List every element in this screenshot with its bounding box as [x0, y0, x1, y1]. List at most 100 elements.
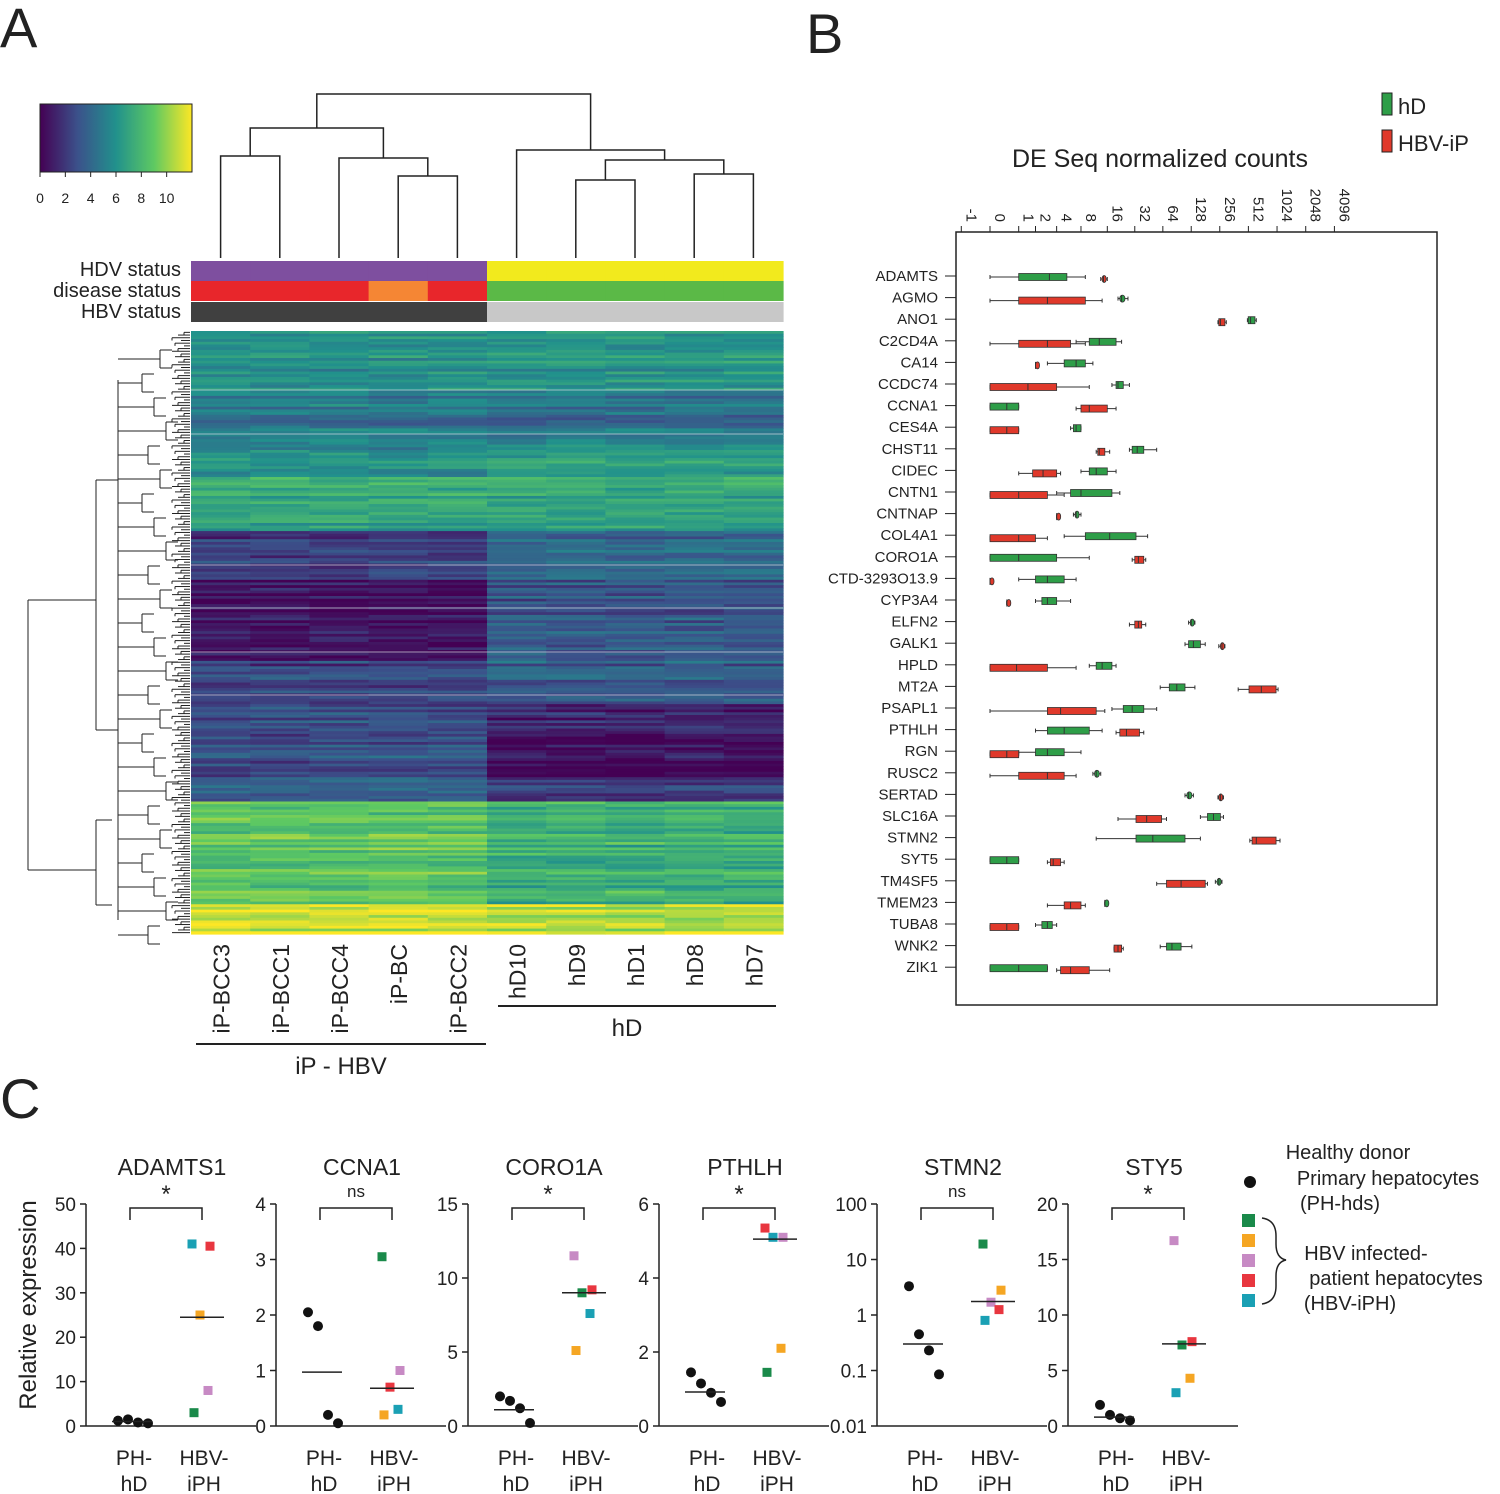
heatmap-cell: [723, 528, 784, 532]
heatmap-cell: [546, 852, 606, 857]
dotplot-category-label: PH-: [306, 1447, 342, 1470]
heatmap-cell: [546, 744, 606, 749]
heatmap-cell: [723, 855, 784, 859]
heatmap-cell: [191, 460, 251, 465]
heatmap-cell: [309, 612, 370, 616]
heatmap-cell: [250, 796, 310, 800]
heatmap-cell: [605, 858, 666, 862]
heatmap-cell: [191, 806, 251, 811]
heatmap-cell: [605, 558, 666, 562]
heatmap-cell: [546, 501, 606, 505]
heatmap-cell: [723, 833, 784, 838]
heatmap-cell: [250, 779, 310, 784]
heatmap-cell: [368, 404, 429, 408]
heatmap-cell: [191, 793, 251, 797]
heatmap-cell: [191, 723, 251, 727]
heatmap-cell: [605, 352, 666, 356]
heatmap-cell: [309, 755, 370, 759]
heatmap-cell: [723, 709, 784, 713]
heatmap-cell: [309, 501, 370, 505]
box-hd: [1111, 381, 1130, 389]
heatmap-cell: [368, 796, 429, 800]
heatmap-cell: [250, 482, 310, 486]
heatmap-cell: [427, 893, 488, 897]
heatmap-cell: [723, 579, 784, 584]
heatmap-cell: [309, 744, 370, 749]
heatmap-cell: [191, 371, 251, 375]
heatmap-cell: [250, 431, 310, 435]
heatmap-cell: [546, 671, 606, 676]
heatmap-cell: [427, 717, 488, 721]
heatmap-cell: [191, 782, 251, 786]
box-hd: [1034, 726, 1103, 735]
heatmap-cell: [191, 906, 251, 911]
row-dendrogram-link: [159, 469, 172, 489]
heatmap-cell: [546, 698, 606, 703]
heatmap-cell: [546, 839, 606, 843]
heatmap-cell: [605, 877, 666, 881]
heatmap-cell: [191, 525, 251, 529]
heatmap-cell: [723, 414, 784, 419]
dotplot-category-label: hD: [121, 1473, 148, 1494]
heatmap-cell: [605, 331, 666, 335]
heatmap-cell: [664, 785, 725, 789]
heatmap-cell: [427, 825, 488, 830]
heatmap-cell: [487, 793, 547, 797]
group-label-hd: hD: [612, 1015, 643, 1042]
heatmap-cell: [664, 566, 725, 570]
heatmap-cell: [427, 336, 488, 340]
heatmap-cell: [664, 712, 725, 716]
sample-label: hD9: [564, 944, 590, 986]
heatmap-cell: [546, 517, 606, 521]
gene-label: CYP3A4: [880, 592, 938, 609]
ph-point: [924, 1345, 934, 1356]
heatmap-cell: [368, 831, 429, 835]
heatmap-cell: [487, 558, 547, 562]
heatmap-cell: [191, 674, 251, 678]
heatmap-cell: [191, 852, 251, 857]
dotplot-category-label: HBV-: [369, 1447, 418, 1470]
heatmap-cell: [546, 801, 606, 805]
heatmap-cell: [723, 347, 784, 351]
heatmap-cell: [487, 360, 547, 365]
heatmap-cell: [664, 714, 725, 719]
heatmap-cell: [546, 495, 606, 500]
heatmap-cell: [605, 717, 666, 721]
dotplot-y-tick-label: 1: [255, 1362, 266, 1383]
heatmap-cell: [309, 720, 370, 724]
box-body: [989, 856, 1020, 865]
heatmap-cell: [605, 725, 666, 730]
heatmap-cell: [605, 844, 666, 849]
heatmap-cell: [309, 490, 370, 494]
heatmap-cell: [191, 385, 251, 389]
heatmap-cell: [427, 660, 488, 665]
heatmap-cell: [546, 877, 606, 881]
heatmap-cell: [546, 371, 606, 375]
heatmap-cell: [250, 414, 310, 419]
heatmap-cell: [664, 812, 725, 816]
heatmap-cell: [191, 644, 251, 648]
box-hd: [1095, 834, 1201, 843]
heatmap-cell: [368, 552, 429, 557]
heatmap-cell: [427, 925, 488, 930]
heatmap-cell: [546, 601, 606, 605]
heatmap-cell: [723, 882, 784, 886]
gene-label: CIDEC: [891, 462, 938, 479]
heatmap-cell: [309, 928, 370, 932]
heatmap-cell: [487, 812, 547, 816]
heatmap-cell: [664, 444, 725, 448]
heatmap-cell: [191, 520, 251, 524]
sample-label: hD1: [623, 944, 649, 986]
heatmap-cell: [250, 633, 310, 638]
heatmap-cell: [250, 509, 310, 513]
heatmap-cell: [723, 577, 784, 581]
heatmap-cell: [368, 628, 429, 632]
boxplot-x-tick-label: -1: [962, 209, 979, 222]
heatmap-cell: [309, 387, 370, 392]
heatmap-cell: [427, 620, 488, 624]
heatmap-cell: [191, 531, 251, 535]
heatmap-cell: [309, 769, 370, 773]
heatmap-cell: [309, 517, 370, 521]
heatmap-cell: [605, 898, 666, 903]
heatmap-cell: [191, 504, 251, 508]
